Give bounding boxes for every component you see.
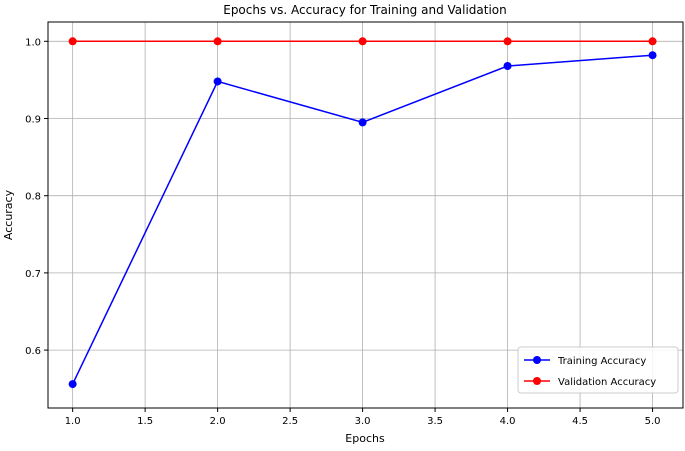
validation-accuracy-point xyxy=(213,37,222,46)
chart-title: Epochs vs. Accuracy for Training and Val… xyxy=(223,3,507,17)
legend-box xyxy=(517,346,679,394)
legend-validation-accuracy-label: Validation Accuracy xyxy=(558,377,656,388)
legend-training-accuracy-label: Training Accuracy xyxy=(557,356,646,367)
y-axis-label: Accuracy xyxy=(2,189,15,240)
training-accuracy-point xyxy=(358,118,367,127)
validation-accuracy-point xyxy=(503,37,512,46)
x-tick-label: 4.5 xyxy=(572,416,588,427)
legend-training-accuracy-marker xyxy=(533,356,541,364)
plot-frame xyxy=(47,21,684,409)
legend-validation-accuracy-marker xyxy=(533,377,541,385)
legend: Training Accuracy Validation Accuracy xyxy=(517,346,679,394)
y-tick-label: 1.0 xyxy=(25,37,41,48)
x-tick-label: 3.0 xyxy=(355,416,371,427)
y-tick-label: 0.7 xyxy=(25,269,41,280)
y-tick-label: 0.6 xyxy=(25,346,41,357)
training-accuracy-point xyxy=(213,77,222,86)
x-tick-label: 3.5 xyxy=(427,416,443,427)
y-tick-label: 0.8 xyxy=(25,192,41,203)
x-tick-label: 1.5 xyxy=(137,416,153,427)
training-accuracy-point xyxy=(503,62,512,71)
training-accuracy-point xyxy=(648,51,657,60)
validation-accuracy-point xyxy=(68,37,77,46)
x-tick-label: 1.0 xyxy=(65,416,81,427)
x-tick-label: 5.0 xyxy=(645,416,661,427)
x-tick-label: 2.0 xyxy=(210,416,226,427)
validation-accuracy-point xyxy=(648,37,657,46)
x-tick-label: 4.0 xyxy=(500,416,516,427)
y-tick-label: 0.9 xyxy=(25,115,41,126)
training-accuracy-point xyxy=(68,380,77,389)
x-tick-label: 2.5 xyxy=(282,416,298,427)
validation-accuracy-point xyxy=(358,37,367,46)
x-axis-label: Epochs xyxy=(345,432,385,445)
